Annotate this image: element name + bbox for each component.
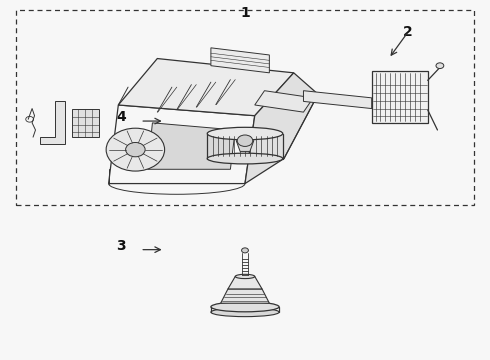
Polygon shape	[109, 105, 255, 184]
Circle shape	[125, 143, 145, 157]
Polygon shape	[236, 141, 254, 152]
Polygon shape	[228, 276, 262, 289]
Polygon shape	[147, 123, 235, 169]
Polygon shape	[211, 48, 270, 73]
Ellipse shape	[207, 127, 283, 140]
Bar	[16, 10, 474, 205]
Ellipse shape	[211, 302, 279, 312]
Text: 2: 2	[403, 24, 413, 39]
Polygon shape	[245, 73, 318, 184]
Circle shape	[106, 128, 165, 171]
Polygon shape	[40, 102, 65, 144]
Ellipse shape	[211, 308, 279, 317]
Circle shape	[237, 135, 253, 147]
Text: 3: 3	[116, 239, 125, 253]
Text: 4: 4	[116, 111, 125, 124]
Bar	[72, 109, 99, 137]
Ellipse shape	[235, 274, 255, 279]
Text: 1: 1	[240, 6, 250, 20]
Circle shape	[436, 63, 444, 68]
Polygon shape	[255, 91, 313, 112]
Polygon shape	[220, 289, 270, 303]
Polygon shape	[118, 59, 294, 116]
Ellipse shape	[207, 153, 283, 164]
Polygon shape	[303, 91, 372, 109]
Bar	[372, 71, 428, 123]
Circle shape	[242, 248, 248, 253]
